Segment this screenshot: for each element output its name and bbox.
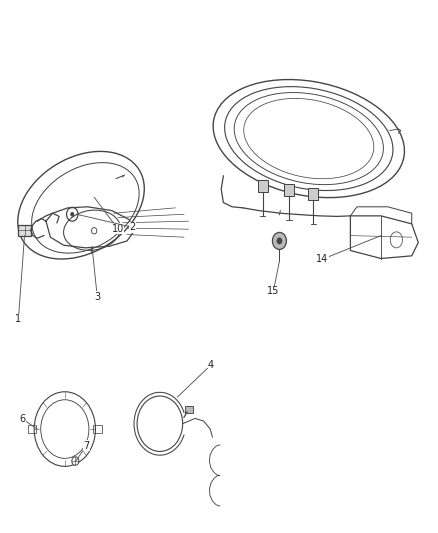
- Circle shape: [67, 207, 78, 221]
- Bar: [28, 425, 36, 433]
- Text: 1: 1: [15, 236, 25, 325]
- Text: 3: 3: [92, 246, 100, 302]
- Circle shape: [71, 212, 74, 216]
- Circle shape: [72, 457, 79, 465]
- Text: 7: 7: [76, 441, 89, 461]
- Circle shape: [277, 238, 282, 244]
- Bar: [93, 425, 102, 433]
- Text: 14: 14: [316, 236, 381, 264]
- Circle shape: [272, 232, 286, 249]
- Text: 10: 10: [94, 197, 124, 234]
- Text: 15: 15: [267, 261, 279, 296]
- FancyBboxPatch shape: [18, 225, 31, 236]
- FancyBboxPatch shape: [185, 406, 193, 413]
- Circle shape: [92, 228, 97, 234]
- Text: 4: 4: [177, 360, 214, 397]
- Text: 2: 2: [77, 214, 135, 232]
- FancyBboxPatch shape: [308, 188, 318, 200]
- FancyBboxPatch shape: [284, 184, 294, 196]
- Text: 6: 6: [20, 414, 37, 429]
- FancyBboxPatch shape: [258, 180, 268, 192]
